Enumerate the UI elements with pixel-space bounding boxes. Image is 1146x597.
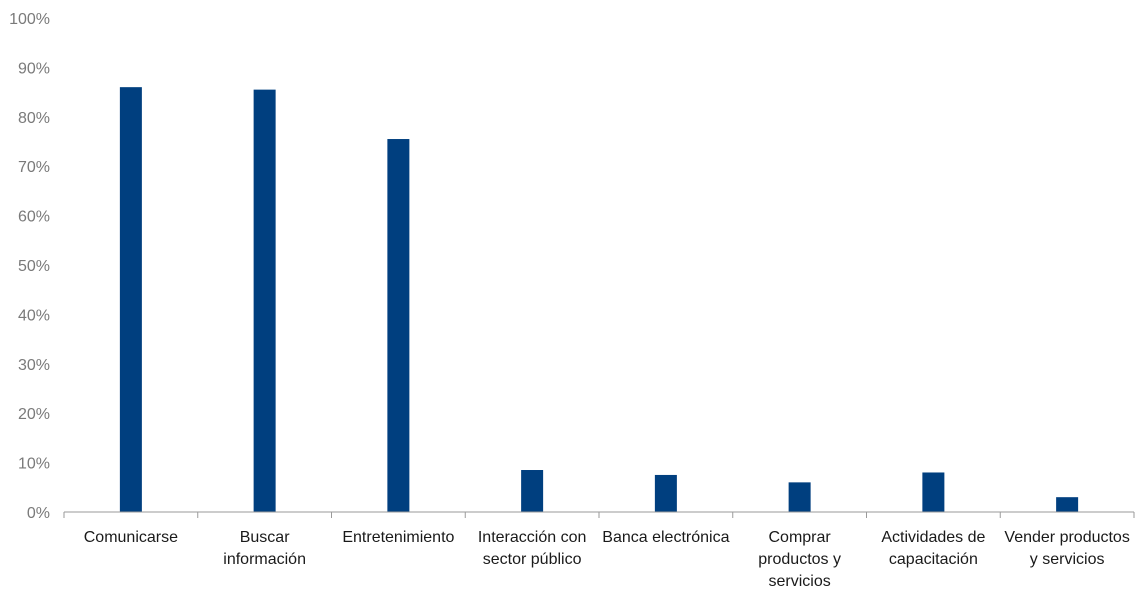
x-tick-label-line: Interacción con: [478, 529, 587, 546]
bar: [922, 472, 945, 512]
y-tick-label: 20%: [18, 406, 50, 423]
x-tick-label: Actividades de capacitación: [881, 529, 985, 568]
x-tick-label: Entretenimiento: [342, 529, 454, 546]
y-tick-label: 10%: [18, 456, 50, 473]
x-tick-label-line: información: [223, 551, 306, 568]
y-tick-label: 0%: [27, 505, 50, 522]
x-axis: [63, 511, 1135, 518]
x-tick-labels: Comunicarse Buscar información Entretenimie…: [84, 529, 1130, 590]
x-tick-label: Interacción con sector público: [478, 529, 587, 568]
x-tick-label-line: Actividades de: [881, 529, 985, 546]
y-tick-label: 80%: [18, 110, 50, 127]
x-tick-label: Comunicarse: [84, 529, 178, 546]
y-tick-label: 60%: [18, 209, 50, 226]
x-tick-label: Banca electrónica: [602, 529, 729, 546]
y-tick-label: 40%: [18, 307, 50, 324]
y-tick-label: 50%: [18, 258, 50, 275]
bar: [387, 139, 410, 512]
x-tick-label-line: y servicios: [1030, 551, 1105, 568]
bar: [654, 474, 677, 512]
x-tick-label: Buscar información: [223, 529, 306, 568]
x-tick-label-line: Vender productos: [1004, 529, 1129, 546]
y-tick-label: 70%: [18, 159, 50, 176]
y-tick-label: 30%: [18, 357, 50, 374]
bar: [788, 482, 811, 512]
x-tick-label-line: servicios: [769, 573, 831, 590]
x-tick-label-line: Comunicarse: [84, 529, 178, 546]
x-tick-label-line: Comprar: [769, 529, 832, 546]
y-tick-label: 90%: [18, 60, 50, 77]
bar: [521, 470, 544, 512]
y-axis: 0% 10% 20% 30% 40% 50% 60% 70% 80% 90% 100%: [9, 11, 50, 522]
x-tick-label: Vender productos y servicios: [1004, 529, 1129, 568]
bars: [119, 87, 1079, 512]
x-tick-label-line: Entretenimiento: [342, 529, 454, 546]
bar: [1056, 497, 1079, 512]
x-tick-label-line: Buscar: [240, 529, 290, 546]
x-tick-label-line: sector público: [483, 551, 582, 568]
x-tick-label-line: Banca electrónica: [602, 529, 729, 546]
x-tick-label-line: capacitación: [889, 551, 978, 568]
x-tick-label: Comprar productos y servicios: [758, 529, 841, 590]
y-tick-label: 100%: [9, 11, 50, 28]
x-tick-label-line: productos y: [758, 551, 841, 568]
bar: [253, 89, 276, 512]
bar: [119, 87, 142, 512]
